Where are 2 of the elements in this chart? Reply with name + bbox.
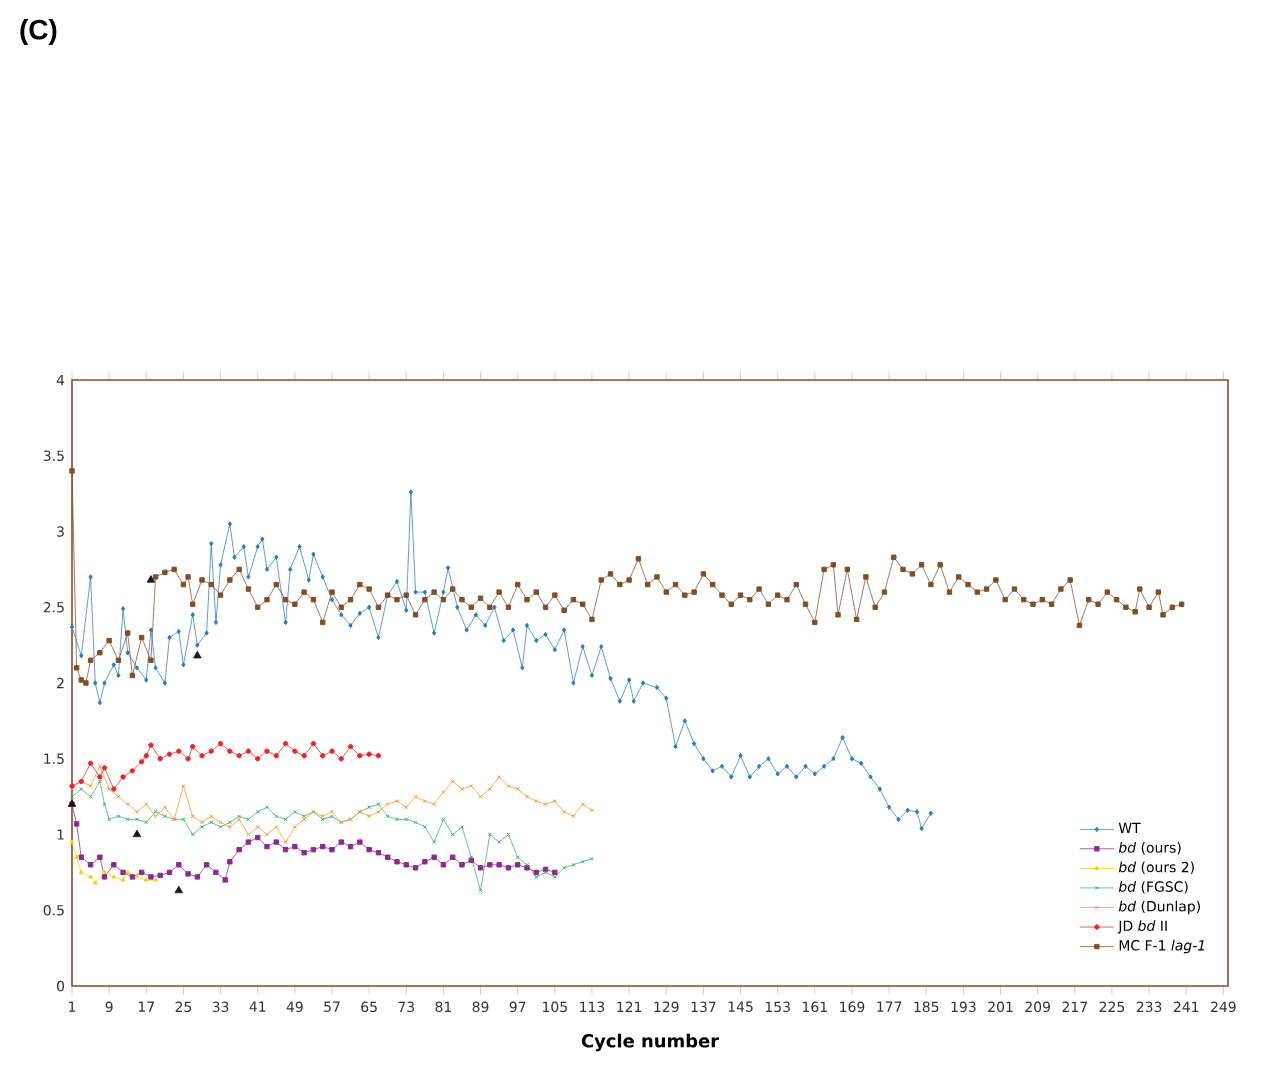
x-axis-title: Cycle number (581, 1033, 719, 1052)
chart-title: (C) (20, 19, 57, 46)
